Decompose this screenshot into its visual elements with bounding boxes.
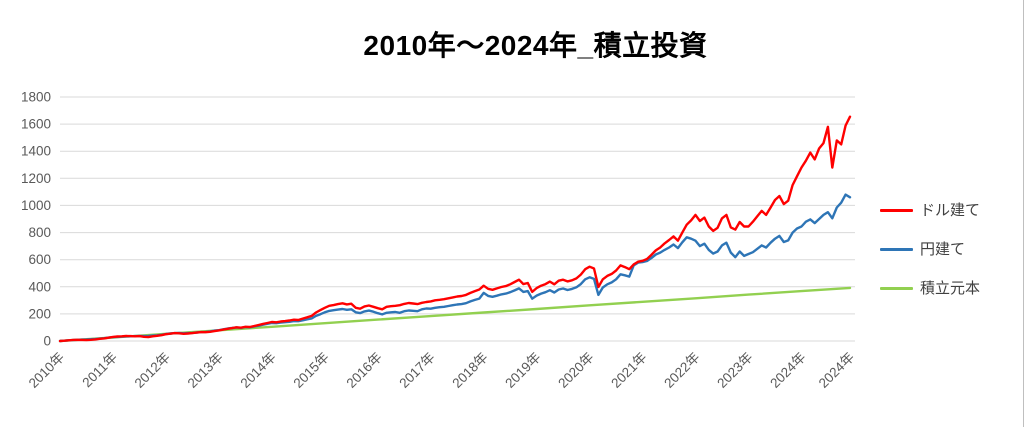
y-tick-label-200: 200 [28, 306, 51, 321]
legend-label-usd: ドル建て [920, 202, 981, 219]
x-tick-label-10: 2020年 [555, 350, 596, 391]
x-tick-label-1: 2011年 [79, 350, 120, 391]
x-tick-label-3: 2013年 [185, 350, 226, 391]
y-tick-label-0: 0 [43, 334, 51, 349]
legend-label-jpy: 円建て [920, 241, 966, 258]
x-tick-label-13: 2023年 [714, 350, 755, 391]
x-tick-label-15: 2024年 [816, 350, 857, 391]
x-tick-label-6: 2016年 [344, 350, 385, 391]
y-tick-label-1600: 1600 [21, 117, 51, 132]
y-tick-label-1200: 1200 [21, 171, 51, 186]
y-tick-label-400: 400 [28, 279, 51, 294]
legend-item-usd: ドル建て [880, 203, 980, 218]
legend-swatch-jpy-line [880, 247, 913, 252]
chart-title: 2010年～2024年_積立投資 [363, 30, 708, 61]
y-tick-label-800: 800 [28, 225, 51, 240]
x-tick-label-4: 2014年 [238, 350, 279, 391]
x-tick-label-8: 2018年 [449, 350, 490, 391]
x-tick-label-9: 2019年 [502, 350, 543, 391]
y-tick-label-1800: 1800 [21, 90, 51, 105]
series-line-jpy [58, 193, 852, 343]
series-line-usd [58, 115, 852, 343]
legend-item-jpy: 円建て [880, 242, 980, 257]
x-tick-label-12: 2022年 [661, 350, 702, 391]
x-tick-label-11: 2021年 [608, 350, 649, 391]
legend-swatch-principal-line [880, 286, 913, 291]
legend-swatch-usd-line [880, 208, 913, 213]
legend-label-principal: 積立元本 [920, 280, 981, 297]
x-tick-label-0: 2010年 [26, 350, 67, 391]
y-tick-label-600: 600 [28, 252, 51, 267]
legend-item-principal: 積立元本 [880, 281, 980, 296]
x-tick-label-5: 2015年 [291, 350, 332, 391]
x-tick-label-2: 2012年 [132, 350, 173, 391]
x-tick-label-7: 2017年 [396, 350, 437, 391]
x-tick-label-14: 2024年 [767, 350, 808, 391]
legend: ドル建て 円建て 積立元本 [880, 203, 980, 296]
y-tick-label-1400: 1400 [21, 144, 51, 159]
y-tick-label-1000: 1000 [21, 198, 51, 213]
